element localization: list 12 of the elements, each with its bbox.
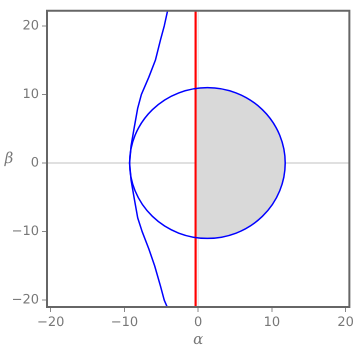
x-tick-label: −10 bbox=[110, 315, 138, 330]
y-tick-label: −20 bbox=[12, 292, 39, 308]
y-tick-label: 10 bbox=[22, 86, 39, 102]
y-axis-title: β bbox=[4, 148, 14, 167]
x-tick-label: −20 bbox=[36, 315, 64, 330]
x-tick-label: 20 bbox=[337, 315, 354, 330]
x-tick-label: 10 bbox=[264, 315, 280, 330]
y-tick-label: −10 bbox=[12, 224, 39, 239]
x-axis-title: α bbox=[193, 330, 204, 348]
y-tick-label: 20 bbox=[22, 18, 39, 34]
y-tick-label: 0 bbox=[30, 155, 39, 170]
x-tick-label: 0 bbox=[194, 315, 202, 330]
